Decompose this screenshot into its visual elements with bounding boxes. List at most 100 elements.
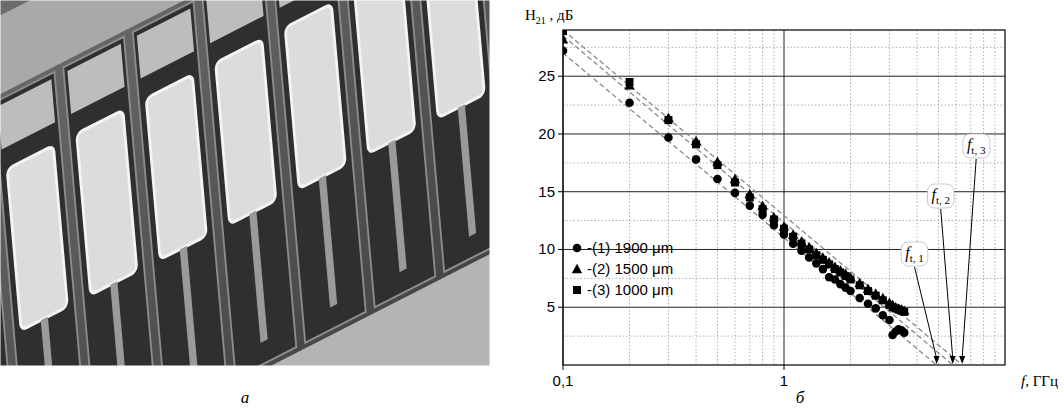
marker-circle (664, 133, 673, 142)
finger-array (0, 0, 490, 366)
tick-y (558, 249, 563, 250)
annotation-sub: t, 3 (971, 144, 986, 156)
tick-x (784, 365, 785, 370)
marker-circle (692, 155, 701, 164)
finger-line (249, 210, 267, 343)
finger-well (411, 0, 490, 272)
trend-line (563, 30, 962, 365)
marker-square (789, 233, 797, 241)
annotation-box (963, 134, 990, 158)
marker-square (856, 281, 864, 289)
marker-circle (871, 304, 880, 313)
tick-y (558, 191, 563, 192)
minor-grid-x (994, 30, 995, 365)
marker-square (713, 161, 721, 169)
marker-circle (713, 175, 722, 184)
annotation-sub: t, 2 (936, 194, 950, 206)
tick-label-y: 10 (538, 240, 555, 257)
legend-label: -(3) 1000 μm (587, 281, 673, 298)
finger-line (110, 281, 128, 366)
marker-square (872, 292, 880, 300)
finger-line (388, 140, 406, 273)
finger-contact (0, 79, 55, 149)
tick-label-y: 5 (547, 298, 555, 315)
finger-well (341, 0, 435, 307)
data (563, 30, 962, 365)
panel-letter: а (241, 388, 250, 407)
finger-pad (216, 39, 276, 224)
marker-triangle (572, 264, 582, 273)
marker-circle (900, 328, 909, 337)
tick-y (558, 133, 563, 134)
minor-grid-x (955, 30, 956, 365)
marker-circle (731, 189, 740, 198)
tick-label-y: 25 (538, 67, 555, 84)
plot-background (563, 30, 1005, 365)
minor-grid-x (773, 30, 774, 365)
trend-line (563, 53, 937, 365)
axis-title-sub: 21 (536, 15, 546, 26)
marker-square (573, 286, 581, 294)
marker-square (746, 194, 754, 202)
marker-circle (573, 244, 582, 253)
finger-pad (285, 4, 345, 189)
tick-label-x: 0,1 (553, 372, 574, 389)
tick-label-x: 1 (780, 372, 788, 389)
plot-frame (563, 30, 1005, 365)
axis-title-part: , ГГц (1025, 373, 1058, 389)
annotation-box (901, 242, 928, 266)
minor-grid-x (850, 30, 851, 365)
tick-label-y: 20 (538, 125, 555, 142)
marker-square (900, 308, 908, 316)
axis-title-part: , дБ (546, 7, 574, 23)
finger-pad (355, 0, 415, 153)
marker-circle (745, 201, 754, 210)
marker-square (780, 225, 788, 233)
marker-square (626, 78, 634, 86)
minor-grid-x (970, 30, 971, 365)
photo (0, 0, 490, 366)
marker-triangle (563, 34, 568, 43)
annotation-arrow (941, 209, 953, 358)
marker-square (797, 240, 805, 248)
axes: 5 10 15 20 25 0,1 1 (538, 30, 1005, 389)
legend-label: -(1) 1900 μm (587, 239, 673, 256)
finger-line (458, 104, 476, 237)
annotation-label: ft, 1 (905, 244, 924, 264)
canvas: аб5101520250,11H21 , дБf, ГГц-(1) 1900 μ… (0, 0, 1064, 414)
finger-line (41, 317, 59, 366)
finger-pad (146, 75, 206, 260)
finger-contact (137, 8, 194, 78)
marker-circle (563, 46, 567, 55)
finger-contact (206, 0, 263, 43)
axis-title-y: H21 , дБ (525, 7, 573, 26)
marker-square (731, 178, 739, 186)
tick-y (558, 76, 563, 77)
marker-circle (885, 316, 894, 325)
minor-grid-x (889, 30, 890, 365)
marker-square (759, 205, 767, 213)
annotation-label: ft, 2 (931, 186, 950, 206)
legend-label: -(2) 1500 μm (587, 260, 673, 277)
marker-square (847, 276, 855, 284)
finger-pad (7, 145, 67, 330)
annotation-arrow (962, 159, 976, 358)
finger-contact (276, 0, 333, 8)
annotation-label: ft, 3 (967, 136, 986, 156)
grid-line-x (784, 30, 785, 365)
marker-circle (855, 294, 864, 303)
annotation-sub: t, 1 (910, 252, 924, 264)
marker-circle (864, 299, 873, 308)
panel-letter: б (796, 388, 805, 407)
finger-line (180, 246, 198, 366)
tick-label-y: 15 (538, 183, 555, 200)
marker-square (770, 215, 778, 223)
finger-pad (424, 0, 484, 118)
photo-frame (0, 0, 490, 366)
finger-well (480, 0, 490, 236)
marker-square (805, 245, 813, 253)
tick-x (563, 365, 564, 370)
annotation-arrowhead (934, 356, 940, 364)
grid (563, 30, 1005, 365)
marker-square (864, 287, 872, 295)
